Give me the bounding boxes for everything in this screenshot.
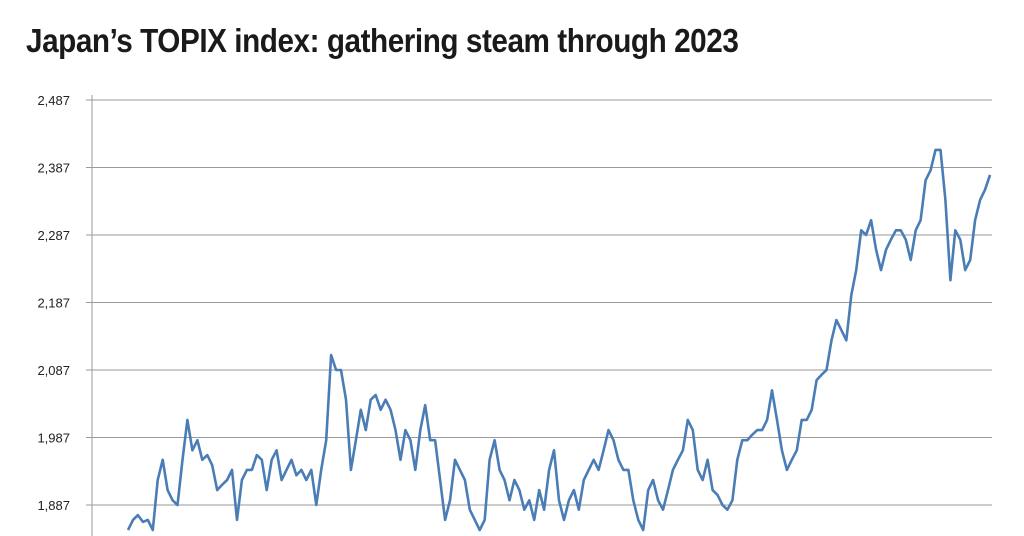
y-tick-label: 2,087	[37, 363, 70, 378]
y-tick-label: 2,387	[37, 161, 70, 176]
chart-title: Japan’s TOPIX index: gathering steam thr…	[26, 22, 739, 59]
y-tick-label: 2,487	[37, 93, 70, 108]
y-tick-label: 2,287	[37, 228, 70, 243]
topix-line	[126, 148, 992, 532]
y-tick-label: 2,187	[37, 296, 70, 311]
y-tick-label: 1,887	[37, 498, 70, 513]
y-tick-label: 1,987	[37, 431, 70, 446]
